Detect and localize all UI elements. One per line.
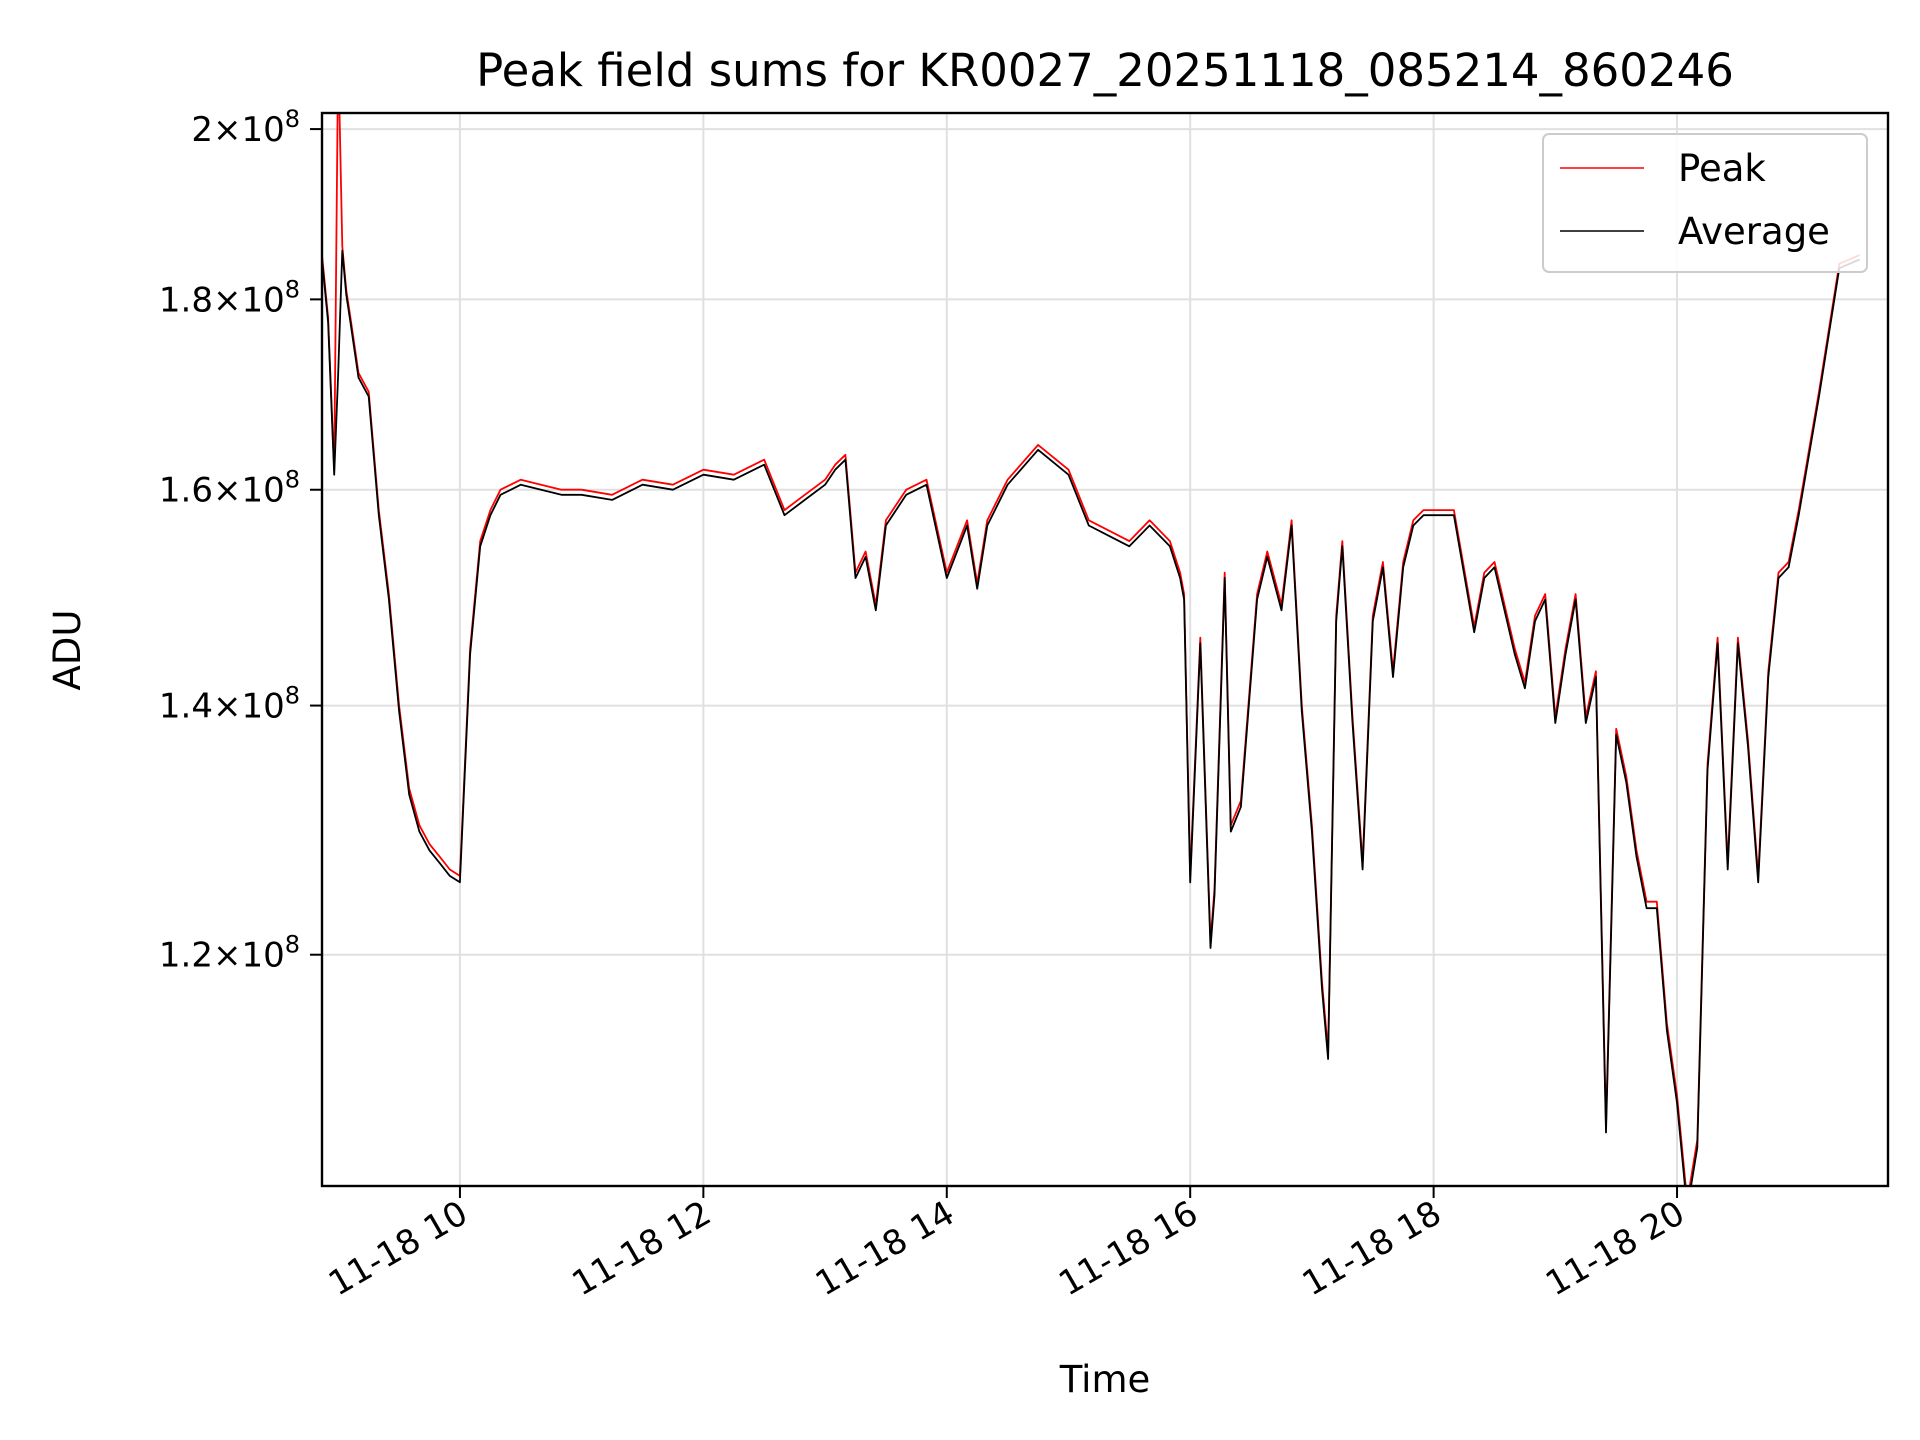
y-axis-label: ADU [46,610,89,691]
x-axis-label: Time [1059,1358,1151,1401]
y-tick-label: 1.2×108 [159,931,300,976]
plot-area-frame [320,111,1890,1188]
chart-title: Peak field sums for KR0027_20251118_0852… [476,44,1734,97]
legend-average-label: Average [1678,210,1830,253]
legend: Peak Average [1542,133,1868,273]
legend-peak-label: Peak [1678,147,1766,190]
y-tick-label: 1.8×108 [159,275,300,320]
series-line-average [322,249,1860,1186]
y-tick-label: 1.6×108 [159,466,300,511]
series-lines [322,113,1860,1186]
y-tick-label: 2×108 [191,105,300,150]
y-tick-label: 1.4×108 [159,682,300,727]
y-axis-ticks: 1.2×108 1.4×108 1.6×108 1.8×108 2×108 [159,105,322,976]
